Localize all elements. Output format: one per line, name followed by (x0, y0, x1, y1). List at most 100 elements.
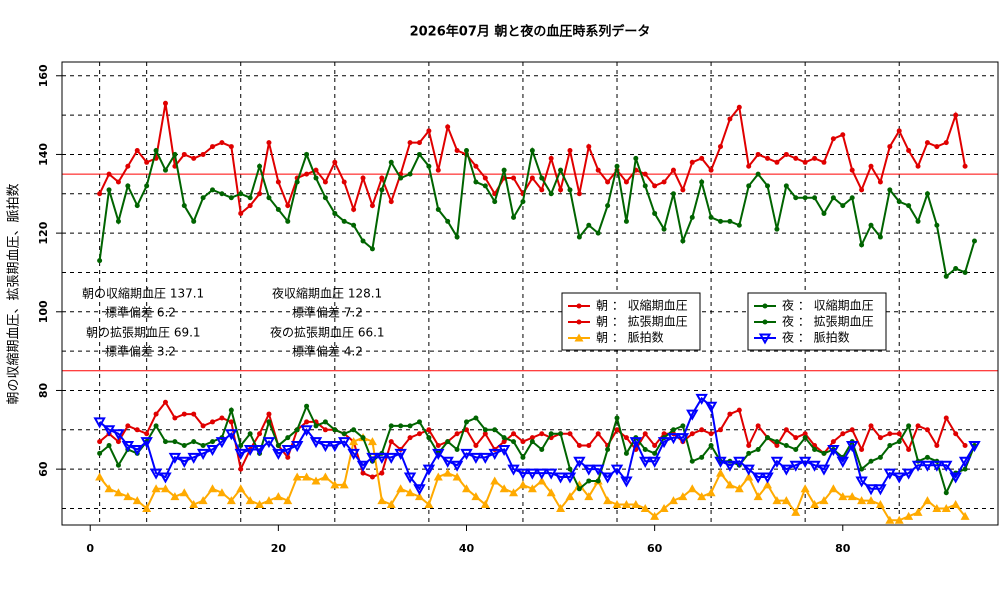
point (426, 163, 432, 169)
point (770, 456, 784, 468)
point (558, 187, 564, 193)
point (885, 515, 895, 524)
point (727, 218, 733, 224)
point (131, 444, 144, 457)
point (414, 492, 424, 501)
point (144, 431, 150, 437)
annotation: 夜の拡張期血圧 66.1 (270, 325, 385, 340)
point (838, 492, 848, 501)
point (294, 427, 300, 433)
point (492, 199, 498, 205)
point (151, 484, 161, 493)
point (349, 437, 359, 446)
point (330, 480, 340, 489)
legend-label: 朝 ： 拡張期血圧 (596, 315, 688, 329)
point (800, 484, 810, 493)
point (601, 472, 614, 484)
point (113, 488, 123, 497)
point (388, 159, 394, 165)
point (247, 431, 253, 437)
point (689, 458, 695, 464)
point (473, 163, 479, 169)
point (302, 472, 312, 481)
point (511, 214, 517, 220)
point (943, 415, 949, 421)
point (351, 222, 357, 228)
point (226, 496, 236, 505)
point (753, 492, 763, 501)
point (159, 472, 172, 484)
point (435, 443, 441, 449)
point (755, 423, 761, 429)
point (887, 431, 893, 437)
point (262, 437, 276, 449)
chart-title: 2026年07月 朝と夜の血圧時系列データ (410, 24, 651, 40)
point (225, 429, 238, 441)
point (548, 191, 554, 197)
point (285, 218, 291, 224)
point (115, 179, 121, 185)
point (893, 472, 906, 484)
point (780, 464, 793, 476)
point (915, 423, 921, 429)
point (153, 411, 159, 417)
point (783, 443, 789, 449)
point (238, 210, 244, 216)
point (313, 167, 319, 173)
point (943, 490, 949, 496)
point (765, 435, 771, 441)
point (341, 179, 347, 185)
point (940, 460, 953, 472)
point (304, 403, 310, 409)
point (426, 128, 432, 134)
point (746, 443, 752, 449)
point (200, 195, 206, 201)
point (388, 439, 394, 445)
point (360, 175, 366, 181)
point (689, 159, 695, 165)
point (285, 454, 291, 460)
point (416, 140, 422, 146)
point (432, 448, 445, 460)
point (322, 179, 328, 185)
point (322, 419, 328, 425)
point (812, 195, 818, 201)
point (798, 456, 812, 468)
point (906, 423, 912, 429)
point (228, 144, 234, 150)
point (253, 444, 266, 457)
point (275, 207, 281, 213)
point (162, 399, 168, 405)
point (416, 431, 422, 437)
point (196, 448, 210, 460)
point (924, 140, 930, 146)
point (911, 460, 925, 472)
point (762, 319, 768, 325)
point (464, 419, 470, 425)
point (445, 218, 451, 224)
point (789, 460, 802, 472)
y-tick-label: 140 (37, 143, 50, 166)
point (774, 159, 780, 165)
point (620, 476, 633, 488)
point (648, 456, 661, 468)
point (802, 159, 808, 165)
point (93, 417, 106, 429)
point (717, 144, 723, 150)
point (386, 500, 396, 509)
point (714, 456, 727, 468)
point (810, 500, 820, 509)
point (379, 187, 385, 193)
point (322, 427, 328, 433)
point (932, 503, 942, 512)
point (403, 472, 417, 484)
point (360, 470, 366, 476)
point (576, 319, 582, 325)
point (464, 148, 470, 154)
point (257, 431, 263, 437)
point (887, 443, 893, 449)
legend-label: 夜 ： 拡張期血圧 (782, 314, 874, 329)
point (877, 179, 883, 185)
point (181, 443, 187, 449)
point (313, 175, 319, 181)
